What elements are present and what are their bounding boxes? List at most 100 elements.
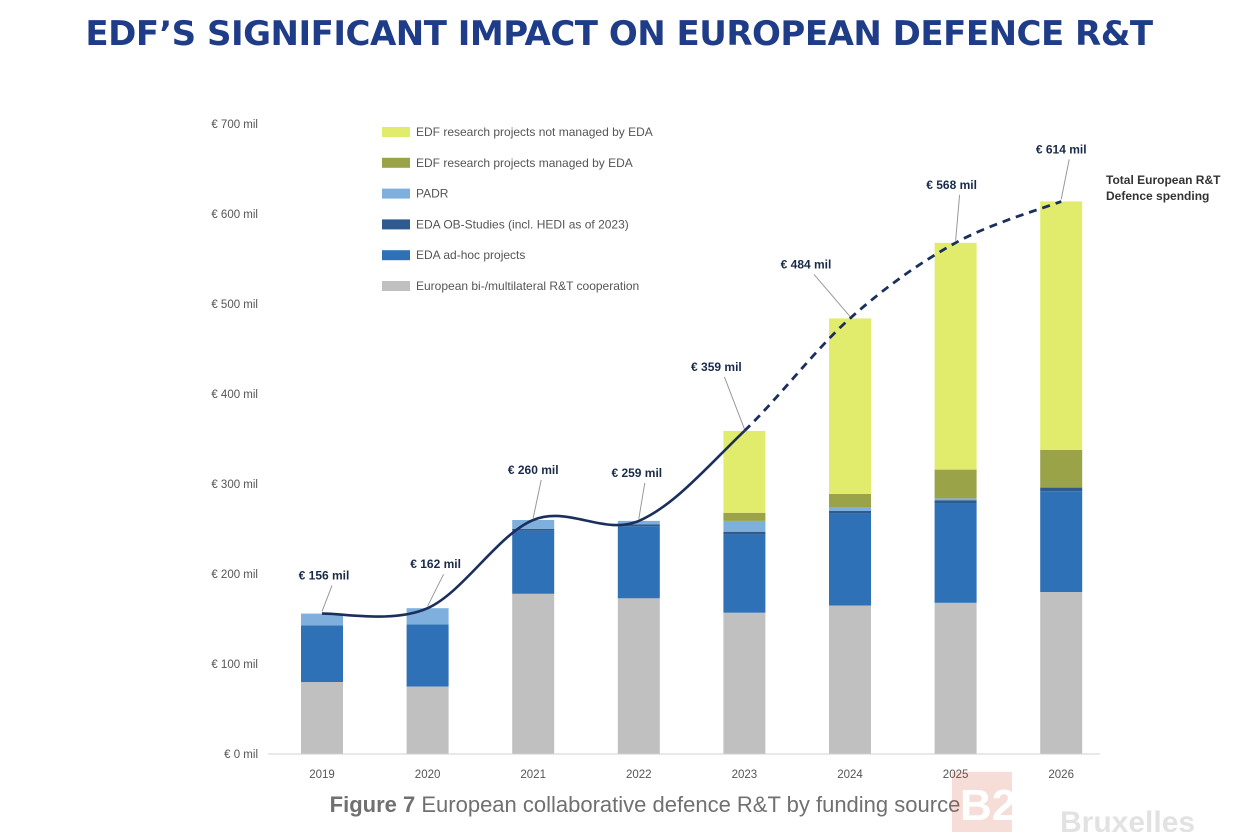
bar-segment-padr — [723, 520, 766, 532]
bar-segment-eda-ad-hoc-projects — [406, 624, 449, 687]
bar-segment-padr — [301, 613, 343, 626]
total-line-label-text: Defence spending — [1106, 189, 1209, 203]
total-value-label: € 260 mil — [508, 463, 559, 477]
bar-segment-european-bi-multilateral-r-t-cooperation — [406, 686, 449, 754]
legend-label: EDF research projects not managed by EDA — [416, 125, 653, 139]
total-line-dashed — [743, 200, 1062, 432]
figure-caption-text: European collaborative defence R&T by fu… — [415, 792, 961, 817]
x-tick-label: 2025 — [943, 769, 969, 781]
total-value-label: € 614 mil — [1036, 142, 1087, 156]
y-tick-label: € 600 mil — [211, 209, 258, 221]
bars — [301, 201, 1083, 754]
total-annotations: € 156 mil € 162 mil € 260 mil € 259 mil € 35… — [299, 142, 1087, 612]
legend-label: EDA OB-Studies (incl. HEDI as of 2023) — [416, 217, 629, 231]
bar-segment-edf-research-projects-managed-by-eda — [829, 493, 871, 508]
y-tick-label: € 100 mil — [211, 659, 258, 671]
bar-segment-european-bi-multilateral-r-t-cooperation — [617, 598, 660, 754]
total-line-label-text: Total European R&T — [1106, 173, 1221, 187]
legend-label: EDA ad-hoc projects — [416, 248, 525, 262]
bar-segment-padr — [512, 520, 555, 529]
bar-segment-eda-ob-studies-incl-hedi-as-of-2023 — [617, 524, 660, 527]
annotation-leader — [532, 479, 542, 519]
bar-segment-edf-research-projects-not-managed-by-eda — [829, 318, 871, 494]
bar-segment-european-bi-multilateral-r-t-cooperation — [512, 593, 555, 754]
bar-segment-european-bi-multilateral-r-t-cooperation — [301, 682, 343, 754]
bar-segment-european-bi-multilateral-r-t-cooperation — [829, 605, 871, 754]
figure-caption: Figure 7 European collaborative defence … — [0, 792, 1238, 818]
watermark-logo: B2 Bruxelles — [948, 768, 1238, 837]
total-value-label: € 156 mil — [299, 569, 350, 583]
total-value-label: € 568 mil — [926, 178, 977, 192]
total-line-label: Total European R&T Defence spending — [1106, 173, 1221, 203]
x-tick-label: 2024 — [837, 769, 863, 781]
legend: EDF research projects not managed by EDA… — [382, 125, 653, 293]
legend-swatch-eda-ob-studies-incl-hedi-as-of-2023 — [382, 219, 410, 230]
legend-label: EDF research projects managed by EDA — [416, 156, 633, 170]
annotation-leader — [723, 376, 745, 430]
bar-segment-edf-research-projects-managed-by-eda — [723, 512, 766, 521]
bar-segment-eda-ob-studies-incl-hedi-as-of-2023 — [829, 511, 871, 514]
bar-segment-european-bi-multilateral-r-t-cooperation — [1040, 592, 1083, 754]
bar-segment-edf-research-projects-not-managed-by-eda — [1040, 201, 1083, 450]
bar-segment-eda-ad-hoc-projects — [617, 526, 660, 599]
total-value-label: € 259 mil — [611, 466, 662, 480]
annotation-leader — [955, 194, 961, 241]
legend-swatch-edf-research-projects-managed-by-eda — [382, 157, 410, 168]
x-axis: 2019 2020 2021 2022 2023 2024 2025 2026 — [268, 753, 1100, 781]
legend-swatch-eda-ad-hoc-projects — [382, 250, 410, 261]
legend-label: PADR — [416, 187, 449, 201]
page-title: EDF’S SIGNIFICANT IMPACT ON EUROPEAN DEF… — [85, 14, 1153, 54]
x-tick-label: 2023 — [732, 769, 758, 781]
bar-segment-padr — [617, 520, 660, 525]
x-tick-label: 2021 — [520, 769, 546, 781]
bar-segment-eda-ob-studies-incl-hedi-as-of-2023 — [512, 529, 555, 531]
bar-segment-edf-research-projects-managed-by-eda — [1040, 449, 1083, 488]
bar-segment-eda-ad-hoc-projects — [512, 530, 555, 594]
bar-segment-padr — [829, 507, 871, 511]
bar-segment-edf-research-projects-not-managed-by-eda — [934, 242, 977, 470]
annotation-leader — [813, 274, 851, 317]
annotation-leader — [321, 585, 333, 612]
legend-label: European bi-/multilateral R&T cooperatio… — [416, 279, 639, 293]
bar-segment-european-bi-multilateral-r-t-cooperation — [934, 602, 977, 754]
y-tick-label: € 400 mil — [211, 389, 258, 401]
y-tick-label: € 300 mil — [211, 479, 258, 491]
bar-segment-eda-ad-hoc-projects — [723, 534, 766, 613]
bar-segment-european-bi-multilateral-r-t-cooperation — [723, 612, 766, 754]
bar-segment-eda-ob-studies-incl-hedi-as-of-2023 — [934, 500, 977, 504]
bar-segment-padr — [406, 608, 449, 625]
y-tick-label: € 500 mil — [211, 299, 258, 311]
total-value-label: € 162 mil — [410, 557, 461, 571]
legend-swatch-european-bi-multilateral-r-t-cooperation — [382, 281, 410, 291]
bar-segment-eda-ob-studies-incl-hedi-as-of-2023 — [1040, 487, 1083, 492]
bar-segment-padr — [934, 498, 977, 501]
x-tick-label: 2020 — [415, 769, 441, 781]
total-line-solid — [321, 429, 746, 618]
figure-label: Figure 7 — [329, 792, 416, 817]
y-tick-label: € 700 mil — [211, 119, 258, 131]
bar-segment-eda-ad-hoc-projects — [829, 513, 871, 606]
chart: € 0 mil € 100 mil € 200 mil € 300 mil € 400 … — [211, 119, 1221, 781]
legend-swatch-edf-research-projects-not-managed-by-eda — [382, 127, 410, 137]
y-tick-label: € 0 mil — [224, 749, 258, 761]
x-tick-label: 2019 — [309, 769, 335, 781]
bar-segment-eda-ob-studies-incl-hedi-as-of-2023 — [723, 531, 766, 535]
total-value-label: € 484 mil — [781, 257, 832, 271]
legend-swatch-padr — [382, 188, 410, 199]
total-value-label: € 359 mil — [691, 360, 742, 374]
x-tick-label: 2026 — [1048, 769, 1074, 781]
bar-segment-edf-research-projects-managed-by-eda — [934, 469, 977, 499]
y-axis: € 0 mil € 100 mil € 200 mil € 300 mil € 400 … — [211, 119, 258, 761]
svg-text:B2: B2 — [960, 781, 1016, 830]
svg-text:Bruxelles: Bruxelles — [1060, 806, 1195, 832]
bar-segment-eda-ad-hoc-projects — [1040, 491, 1083, 592]
annotation-leader — [427, 573, 445, 607]
bar-segment-eda-ad-hoc-projects — [934, 503, 977, 603]
annotation-leader — [1060, 159, 1070, 200]
bar-segment-eda-ad-hoc-projects — [301, 625, 343, 682]
total-line — [321, 200, 1062, 618]
annotation-leader — [638, 482, 646, 519]
bar-segment-edf-research-projects-not-managed-by-eda — [723, 430, 766, 513]
x-tick-label: 2022 — [626, 769, 652, 781]
y-tick-label: € 200 mil — [211, 569, 258, 581]
